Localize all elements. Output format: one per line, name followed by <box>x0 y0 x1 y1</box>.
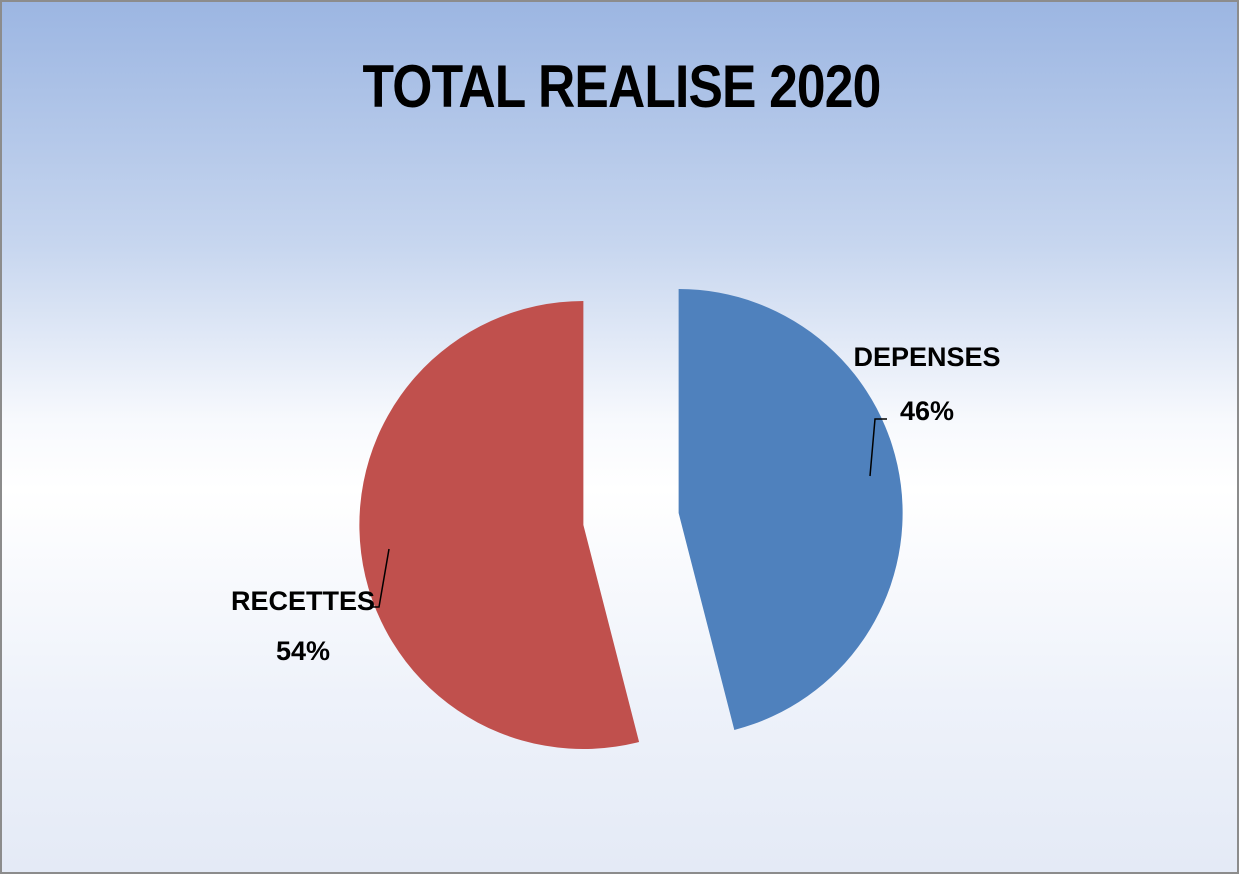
leader-line-recettes <box>373 548 390 608</box>
data-label-percent-depenses: 46% <box>900 396 954 426</box>
data-label-percent-recettes: 54% <box>276 636 330 666</box>
pie-slice-recettes <box>359 301 640 750</box>
leader-line-depenses <box>869 418 887 477</box>
data-label-name-recettes: RECETTES <box>231 586 375 616</box>
data-label-name-depenses: DEPENSES <box>853 342 1000 372</box>
pie-slice-depenses <box>678 288 903 730</box>
chart-title: TOTAL REALISE 2020 <box>362 53 882 120</box>
